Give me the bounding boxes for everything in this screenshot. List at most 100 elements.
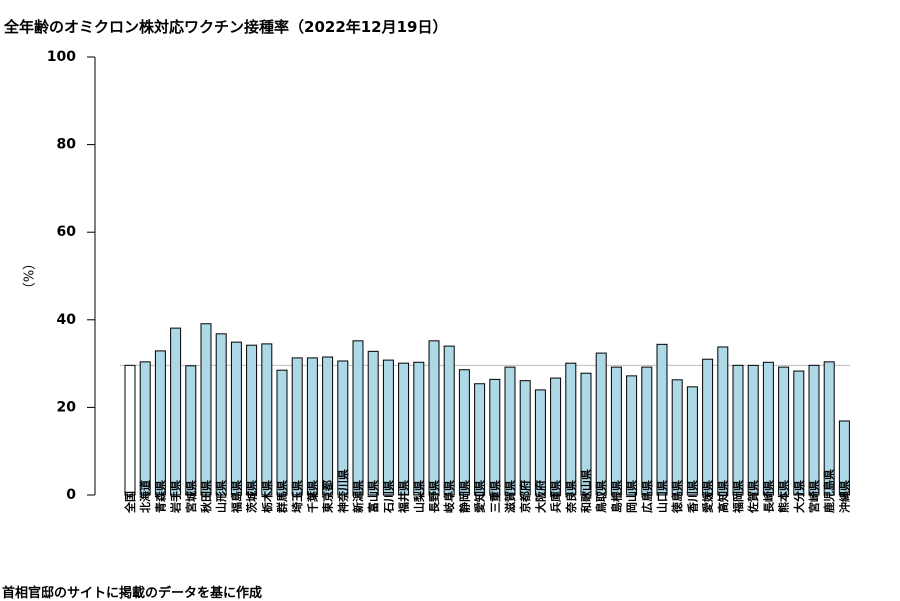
- x-tick-label: 神奈川県: [336, 469, 350, 513]
- bar-prefecture: [367, 350, 379, 496]
- x-tick-label: 京都府: [518, 480, 532, 513]
- bar-prefecture: [398, 362, 410, 496]
- bar-prefecture: [185, 365, 197, 496]
- bar-prefecture: [595, 352, 607, 496]
- y-tick-label: 0: [66, 487, 76, 503]
- x-tick-label: 沖縄県: [837, 480, 851, 513]
- x-tick-label: 長崎県: [761, 480, 775, 513]
- x-tick-label: 山梨県: [412, 480, 426, 513]
- bar-prefecture: [702, 358, 714, 496]
- bar-prefecture: [337, 360, 349, 496]
- x-tick-label: 長野県: [428, 480, 441, 513]
- x-tick-label: 山口県: [655, 480, 669, 513]
- bar-prefecture: [656, 343, 668, 496]
- bar-prefecture: [200, 323, 212, 496]
- bar-prefecture: [382, 359, 394, 496]
- bar-prefecture: [717, 346, 729, 496]
- bar-prefecture: [504, 366, 516, 496]
- bar-prefecture: [276, 369, 288, 496]
- bar-prefecture: [139, 361, 151, 496]
- x-tick-label: 福島県: [229, 480, 243, 514]
- x-tick-label: 静岡県: [457, 480, 471, 513]
- y-tick-label: 40: [57, 312, 77, 328]
- bar-prefecture: [732, 364, 744, 496]
- bar-prefecture: [170, 327, 182, 496]
- bar-prefecture: [565, 362, 577, 496]
- bar-prefecture: [458, 369, 470, 496]
- bar-prefecture: [641, 366, 653, 496]
- x-tick-label: 愛知県: [473, 480, 487, 513]
- x-tick-label: 鳥取県: [594, 480, 608, 513]
- bar-prefecture: [413, 361, 425, 496]
- x-tick-label: 香川県: [685, 480, 699, 514]
- bar-prefecture: [322, 356, 334, 496]
- bar-prefecture: [610, 366, 622, 496]
- bar-prefecture: [838, 420, 850, 496]
- x-tick-label: 兵庫県: [549, 480, 563, 513]
- x-tick-label: 栃木県: [260, 480, 274, 513]
- x-tick-label: 宮崎県: [807, 480, 821, 513]
- x-tick-label: 群馬県: [275, 480, 289, 514]
- x-tick-label: 東京都: [321, 480, 335, 513]
- bar-prefecture: [626, 375, 638, 496]
- x-tick-label: 石川県: [382, 480, 395, 514]
- x-tick-label: 島根県: [609, 480, 623, 513]
- bar-prefecture: [762, 361, 774, 496]
- x-tick-label: 千葉県: [305, 480, 319, 513]
- bar-prefecture: [428, 340, 440, 496]
- bar-prefecture: [230, 341, 242, 496]
- x-tick-label: 青森県: [153, 480, 167, 513]
- x-tick-label: 茨城県: [245, 480, 259, 513]
- x-tick-label: 宮城県: [184, 480, 198, 513]
- x-tick-label: 大分県: [792, 480, 806, 513]
- source-note: 首相官邸のサイトに掲載のデータを基に作成: [2, 586, 263, 601]
- bar-prefecture: [686, 386, 698, 496]
- bars-group: [124, 323, 850, 496]
- x-tick-label: 大阪府: [533, 480, 547, 513]
- x-tick-label: 岡山県: [625, 480, 639, 513]
- x-tick-label: 岐阜県: [442, 480, 456, 513]
- bar-prefecture: [352, 340, 364, 496]
- x-tick-label: 熊本県: [777, 480, 791, 513]
- x-tick-label: 佐賀県: [746, 480, 760, 514]
- bar-prefecture: [580, 372, 592, 496]
- bar-prefecture: [474, 383, 486, 496]
- y-tick-label: 80: [57, 137, 77, 153]
- chart-title: 全年齢のオミクロン株対応ワクチン接種率（2022年12月19日）: [4, 18, 448, 36]
- bar-prefecture: [808, 364, 820, 496]
- x-tick-label: 福岡県: [731, 480, 745, 514]
- bar-prefecture: [747, 364, 759, 496]
- x-tick-label: 滋賀県: [503, 480, 517, 513]
- x-tick-label: 和歌山県: [579, 469, 593, 513]
- x-tick-label: 北海道: [138, 480, 152, 513]
- x-tick-label: 全国: [123, 491, 137, 514]
- x-tick-label: 奈良県: [564, 480, 578, 514]
- x-tick-label: 徳島県: [670, 480, 684, 514]
- x-tick-label: 愛媛県: [701, 480, 715, 513]
- bar-prefecture: [306, 357, 318, 496]
- bar-prefecture: [778, 366, 790, 496]
- bar-prefecture: [154, 350, 166, 496]
- bar-prefecture: [489, 378, 501, 496]
- x-tick-label: 山形県: [214, 480, 228, 513]
- bar-prefecture: [793, 370, 805, 496]
- x-tick-label: 鹿児島県: [822, 469, 836, 513]
- bar-national: [124, 364, 136, 496]
- y-tick-label: 20: [57, 399, 77, 415]
- bar-prefecture: [443, 345, 455, 496]
- x-tick-label: 福井県: [397, 480, 411, 514]
- bar-prefecture: [534, 389, 546, 496]
- y-tick-label: 100: [47, 49, 76, 65]
- x-tick-label: 高知県: [716, 480, 730, 513]
- x-tick-label: 富山県: [366, 480, 380, 513]
- x-tick-label: 広島県: [640, 480, 654, 513]
- x-tick-label: 秋田県: [199, 480, 213, 513]
- x-axis-labels: 全国 北海道 青森県 岩手県 宮城県 秋田県 山形県 福島県 茨城県 栃木県 群馬県 埼玉県 千葉県 東京…: [123, 469, 851, 514]
- bar-prefecture: [519, 380, 531, 496]
- bar-prefecture: [215, 333, 227, 496]
- x-tick-label: 岩手県: [169, 480, 183, 514]
- y-tick-label: 60: [57, 224, 77, 240]
- bar-prefecture: [291, 357, 303, 496]
- y-axis-ticks: 0 20 40 60 80 100: [47, 49, 95, 503]
